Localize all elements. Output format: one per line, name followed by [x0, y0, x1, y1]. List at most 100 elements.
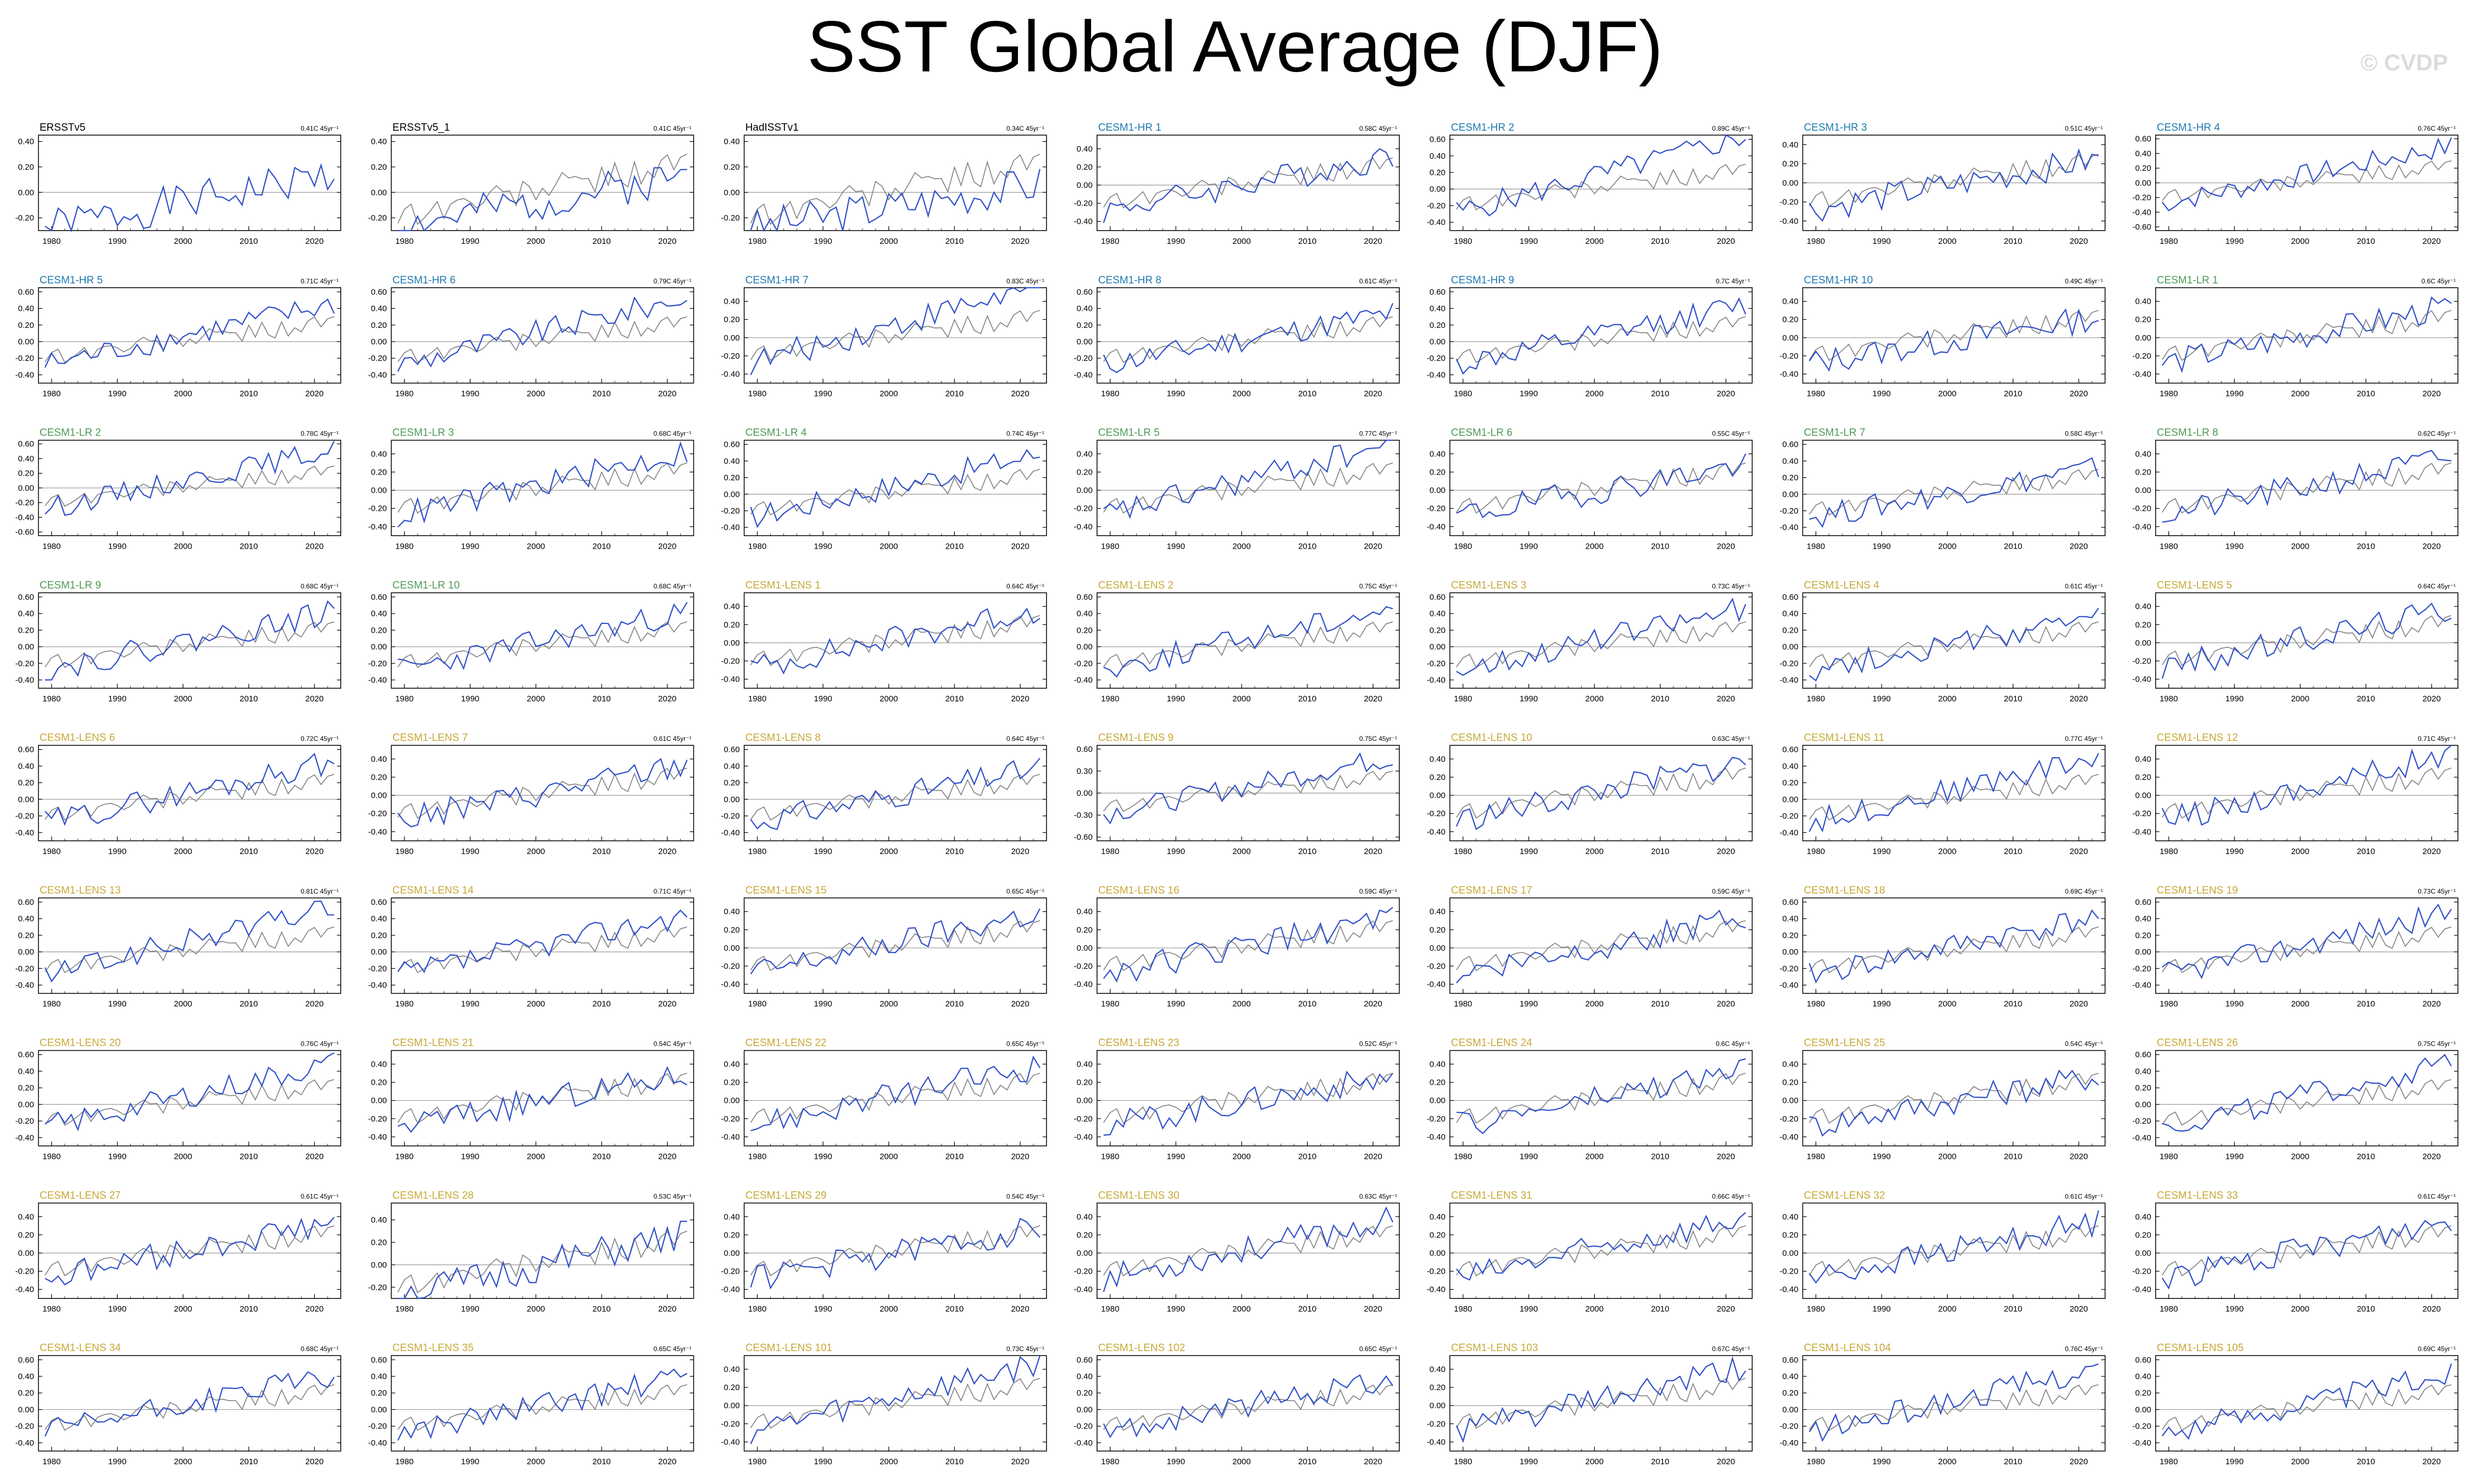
panel-name: CESM1-LENS 15	[746, 885, 827, 896]
model-series-line	[750, 1055, 1041, 1131]
panel-8: CESM1-HR 5 0.71C 45yr⁻¹ 0.60 0.40 0.20 0.00 -0…	[15, 275, 342, 399]
y-tick-label: 0.00	[1077, 944, 1093, 953]
trend-label: 0.81C 45yr⁻¹	[301, 888, 338, 895]
x-tick-label: 2020	[1717, 1457, 1735, 1466]
y-tick-label: 0.00	[1077, 1096, 1093, 1106]
y-tick-label: 0.00	[371, 337, 387, 347]
x-tick-label: 2020	[2070, 1457, 2088, 1466]
y-tick-label: -0.40	[15, 676, 34, 685]
y-tick-label: 0.40	[2135, 449, 2151, 459]
trend-label: 0.68C 45yr⁻¹	[301, 582, 338, 590]
panel-name: CESM1-LR 7	[1804, 427, 1865, 439]
trend-label: 0.68C 45yr⁻¹	[654, 582, 692, 590]
x-tick-label: 2000	[1938, 237, 1956, 246]
obs-series-line	[2162, 310, 2452, 361]
y-tick-label: 0.20	[724, 620, 739, 629]
trend-label: 0.83C 45yr⁻¹	[1006, 277, 1044, 285]
x-tick-label: 2000	[1232, 542, 1250, 551]
y-tick-label: 0.20	[1782, 626, 1798, 635]
model-series-line	[2162, 1053, 2452, 1132]
panel-59: CESM1-LENS 101 0.73C 45yr⁻¹ 0.40 0.20 0.00 -0…	[721, 1342, 1047, 1466]
panel-name: CESM1-LENS 26	[2157, 1037, 2238, 1049]
obs-series-line	[1456, 621, 1746, 668]
x-tick-label: 2000	[1586, 542, 1604, 551]
trend-label: 0.68C 45yr⁻¹	[654, 430, 692, 438]
trend-label: 0.52C 45yr⁻¹	[1359, 1040, 1397, 1048]
x-tick-label: 2010	[2357, 1152, 2375, 1161]
panel-name: CESM1-LENS 24	[1451, 1037, 1532, 1049]
y-tick-label: 0.60	[1077, 1355, 1093, 1365]
x-tick-label: 1980	[748, 542, 766, 551]
x-tick-label: 1990	[2226, 542, 2244, 551]
x-tick-label: 1990	[814, 1457, 832, 1466]
y-tick-label: -0.40	[1427, 522, 1445, 532]
model-series-line	[44, 1052, 335, 1131]
panel-name: CESM1-LENS 105	[2157, 1342, 2244, 1354]
y-tick-label: 0.00	[1077, 643, 1093, 652]
model-series-line	[397, 296, 688, 372]
panel-name: CESM1-LENS 3	[1451, 579, 1526, 591]
x-tick-label: 2020	[305, 1152, 324, 1161]
y-tick-label: 0.20	[1782, 1388, 1798, 1398]
x-tick-label: 2020	[658, 847, 676, 856]
y-tick-label: 0.40	[2135, 1212, 2151, 1221]
panel-40: CESM1-LENS 17 0.59C 45yr⁻¹ 0.40 0.20 0.00 -0.…	[1427, 885, 1753, 1009]
y-tick-label: 0.00	[18, 337, 34, 347]
panel-name: CESM1-HR 9	[1451, 275, 1514, 286]
trend-label: 0.63C 45yr⁻¹	[1712, 735, 1750, 743]
y-tick-label: 0.20	[2135, 931, 2151, 940]
x-tick-label: 2020	[1011, 847, 1029, 856]
obs-series-line	[1103, 771, 1393, 812]
x-tick-label: 2000	[174, 1304, 192, 1314]
panel-name: CESM1-HR 6	[392, 275, 455, 286]
x-tick-label: 1990	[461, 694, 479, 704]
y-tick-label: 0.40	[2135, 602, 2151, 611]
x-tick-label: 2000	[1232, 389, 1250, 399]
panel-38: CESM1-LENS 15 0.65C 45yr⁻¹ 0.40 0.20 0.00 -0.…	[721, 885, 1047, 1009]
panel-name: CESM1-LENS 101	[746, 1342, 832, 1354]
x-tick-label: 1980	[748, 1000, 766, 1009]
y-tick-label: 0.40	[1429, 609, 1445, 618]
x-tick-label: 2000	[1586, 1457, 1604, 1466]
x-tick-label: 2010	[2357, 1457, 2375, 1466]
x-tick-label: 2020	[658, 389, 676, 399]
panel-54: CESM1-LENS 31 0.66C 45yr⁻¹ 0.40 0.20 0.00 -0.…	[1427, 1190, 1753, 1314]
y-tick-label: 0.40	[1782, 914, 1798, 924]
y-tick-label: 0.20	[18, 1084, 34, 1093]
trend-label: 0.64C 45yr⁻¹	[2418, 582, 2456, 590]
obs-series-line	[1456, 164, 1746, 211]
x-tick-label: 1990	[1520, 1457, 1538, 1466]
y-tick-label: 0.20	[371, 1238, 387, 1247]
x-tick-label: 1980	[1454, 237, 1472, 246]
y-tick-label: -0.20	[1427, 1419, 1445, 1429]
x-tick-label: 1990	[461, 542, 479, 551]
x-tick-label: 2010	[945, 237, 964, 246]
y-tick-label: 0.20	[1077, 626, 1093, 635]
y-tick-label: 0.00	[18, 1248, 34, 1258]
x-tick-label: 2020	[2070, 237, 2088, 246]
plot-frame	[1449, 287, 1753, 384]
trend-label: 0.68C 45yr⁻¹	[301, 1345, 338, 1353]
x-tick-label: 2020	[305, 1304, 324, 1314]
obs-series-line	[1456, 767, 1746, 819]
plot-frame	[391, 1355, 694, 1452]
y-tick-label: -0.40	[2133, 1438, 2151, 1448]
plot-frame	[1802, 897, 2106, 994]
y-tick-label: 0.00	[1782, 1405, 1798, 1414]
x-tick-label: 1990	[108, 237, 126, 246]
panel-27: CESM1-LENS 4 0.61C 45yr⁻¹ 0.60 0.40 0.20 0.00…	[1779, 579, 2106, 704]
panel-name: CESM1-HR 1	[1098, 122, 1161, 133]
x-tick-label: 2000	[527, 542, 545, 551]
trend-label: 0.75C 45yr⁻¹	[1359, 735, 1397, 743]
plot-frame	[1802, 1202, 2106, 1299]
model-series-line	[1809, 308, 2099, 372]
y-tick-label: -0.40	[721, 370, 739, 379]
x-tick-label: 1980	[2160, 1000, 2178, 1009]
y-tick-label: 0.40	[2135, 914, 2151, 924]
y-tick-label: 0.20	[1782, 315, 1798, 325]
trend-label: 0.69C 45yr⁻¹	[2418, 1345, 2456, 1353]
y-tick-label: 0.00	[1077, 1248, 1093, 1258]
y-tick-label: -0.20	[1074, 962, 1093, 971]
y-tick-label: -0.40	[368, 981, 387, 990]
x-tick-label: 2010	[1651, 1304, 1669, 1314]
